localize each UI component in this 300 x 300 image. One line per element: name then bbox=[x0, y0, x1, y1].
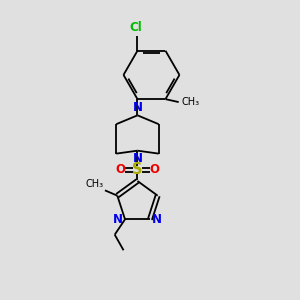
Text: N: N bbox=[152, 213, 162, 226]
Text: N: N bbox=[133, 152, 142, 165]
Text: CH₃: CH₃ bbox=[85, 179, 103, 189]
Text: CH₃: CH₃ bbox=[181, 97, 199, 107]
Text: N: N bbox=[133, 101, 142, 115]
Text: O: O bbox=[116, 163, 125, 176]
Text: N: N bbox=[113, 213, 123, 226]
Text: S: S bbox=[132, 162, 143, 177]
Text: Cl: Cl bbox=[130, 22, 142, 34]
Text: O: O bbox=[150, 163, 160, 176]
